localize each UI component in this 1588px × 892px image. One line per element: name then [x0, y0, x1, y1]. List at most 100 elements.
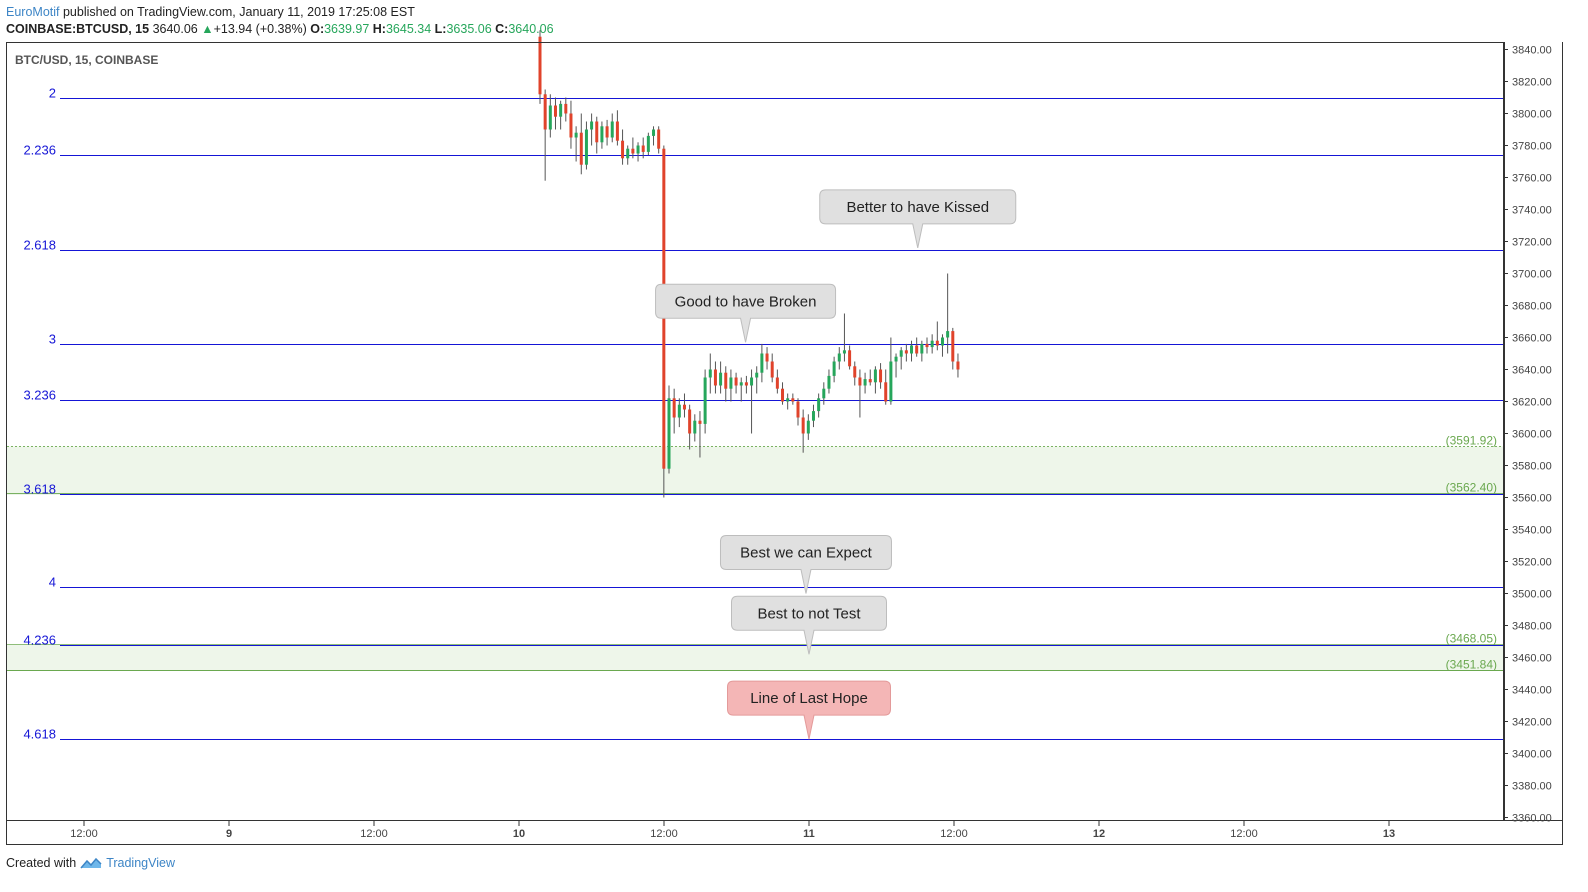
callout-text: Better to have Kissed — [846, 199, 989, 216]
callout-bubble — [819, 189, 1017, 249]
low-label: L: — [434, 22, 447, 36]
candle-body — [940, 337, 944, 346]
y-tick-label: 3420.00 — [1512, 717, 1552, 729]
author-link[interactable]: EuroMotif — [6, 5, 60, 19]
candle-body — [755, 372, 759, 378]
candle-body — [657, 129, 661, 149]
candle-body — [553, 105, 557, 117]
callout-bubble — [731, 595, 887, 655]
zone-bottom-label: (3562.40) — [1446, 481, 1497, 495]
candle-body — [564, 103, 568, 114]
candle-body — [884, 382, 888, 402]
y-tick-label: 3780.00 — [1512, 141, 1552, 153]
candle-body — [652, 129, 656, 136]
y-tick-label: 3620.00 — [1512, 397, 1552, 409]
candle-body — [626, 148, 630, 159]
callout-text: Line of Last Hope — [750, 690, 868, 707]
x-tick-label: 12 — [1093, 828, 1105, 840]
candle-body — [770, 361, 774, 378]
symbol-label: COINBASE:BTCUSD, 15 — [6, 22, 150, 36]
annotation-callout[interactable]: Best to not Test — [731, 595, 887, 655]
zone-top-label: (3468.05) — [1446, 632, 1497, 646]
y-tick-label: 3560.00 — [1512, 493, 1552, 505]
candle-body — [739, 382, 743, 386]
footer: Created with TradingView — [6, 856, 175, 870]
y-tick-label: 3440.00 — [1512, 685, 1552, 697]
callout-bubble — [719, 535, 892, 594]
candle-body — [734, 377, 738, 386]
candle-body — [806, 420, 810, 434]
candle-body — [600, 126, 604, 143]
candle-body — [682, 404, 686, 410]
candle-body — [853, 366, 857, 378]
candle-body — [775, 377, 779, 389]
open-label: O: — [310, 22, 325, 36]
y-tick-label: 3720.00 — [1512, 237, 1552, 249]
candle-body — [677, 404, 681, 418]
candle-body — [801, 417, 805, 434]
candle-body — [548, 105, 552, 130]
y-tick-label: 3380.00 — [1512, 781, 1552, 793]
y-tick-label: 3680.00 — [1512, 301, 1552, 313]
tradingview-brand-link[interactable]: TradingView — [106, 856, 175, 870]
last-price: 3640.06 — [152, 22, 198, 36]
candle-body — [646, 135, 650, 152]
y-tick-label: 3760.00 — [1512, 173, 1552, 185]
low-value: 3635.06 — [446, 22, 492, 36]
candle-body — [822, 388, 826, 399]
price-change: +13.94 (+0.38%) — [213, 22, 307, 36]
tradingview-logo-icon — [80, 857, 102, 869]
x-tick-label: 10 — [513, 828, 525, 840]
triangle-up-icon: ▲ — [201, 22, 214, 36]
zone-top-label: (3591.92) — [1446, 433, 1497, 447]
fib-level-label: 3 — [49, 332, 56, 347]
callout-text: Best we can Expect — [740, 545, 873, 562]
publish-info: EuroMotif published on TradingView.com, … — [6, 5, 415, 19]
candle-body — [590, 121, 594, 130]
candle-body — [698, 420, 702, 424]
candle-body — [729, 377, 733, 389]
candle-body — [791, 398, 795, 402]
y-tick-label: 3360.00 — [1512, 813, 1552, 825]
candle-body — [621, 140, 625, 159]
fib-level-label: 2.618 — [23, 238, 56, 253]
candle-body — [935, 340, 939, 346]
created-with-text: Created with — [6, 856, 77, 870]
candle-body — [920, 343, 924, 354]
x-tick-label: 12:00 — [940, 828, 968, 840]
fib-level-label: 3.236 — [23, 388, 56, 403]
fib-level-label: 2.236 — [23, 143, 56, 158]
y-tick-label: 3580.00 — [1512, 461, 1552, 473]
candle-body — [667, 398, 671, 469]
candle-body — [899, 350, 903, 357]
candle-body — [631, 148, 635, 154]
annotation-callout[interactable]: Better to have Kissed — [819, 189, 1017, 249]
candle-body — [579, 132, 583, 165]
candle-body — [641, 145, 645, 152]
candle-body — [863, 379, 867, 386]
annotation-callout[interactable]: Good to have Broken — [655, 283, 837, 343]
candle-body — [724, 372, 728, 389]
callout-bubble — [655, 283, 837, 343]
candle-body — [951, 331, 955, 362]
candle-body — [796, 401, 800, 418]
annotation-callout[interactable]: Best we can Expect — [719, 535, 892, 594]
y-tick-label: 3500.00 — [1512, 589, 1552, 601]
candle-body — [708, 369, 712, 378]
candle-body — [781, 388, 785, 402]
candle-body — [910, 345, 914, 354]
candle-body — [925, 343, 929, 348]
y-tick-label: 3700.00 — [1512, 269, 1552, 281]
x-tick-label: 13 — [1383, 828, 1395, 840]
candle-body — [569, 113, 573, 138]
open-value: 3639.97 — [324, 22, 370, 36]
published-text: published on TradingView.com, January 11… — [62, 5, 415, 19]
y-tick-label: 3460.00 — [1512, 653, 1552, 665]
candle-body — [605, 126, 609, 138]
ohlc-bar: COINBASE:BTCUSD, 15 3640.06 ▲+13.94 (+0.… — [6, 22, 554, 36]
candle-body — [615, 121, 619, 141]
annotation-callout[interactable]: Line of Last Hope — [727, 680, 891, 740]
candle-body — [811, 411, 815, 421]
candle-body — [719, 372, 723, 386]
